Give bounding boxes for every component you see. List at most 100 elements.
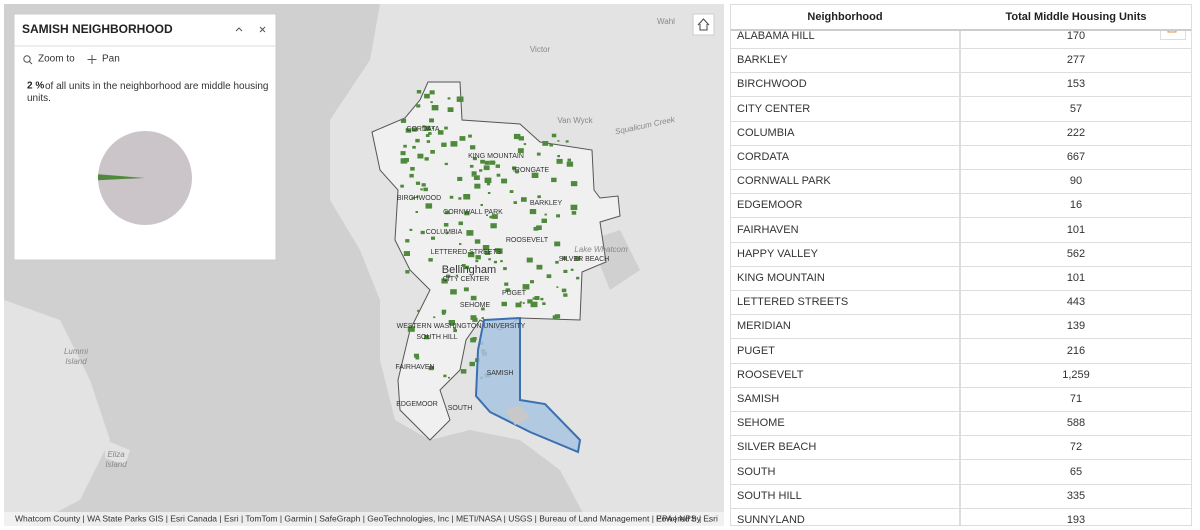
table-row[interactable]: CORDATA 667 [731,145,1191,170]
housing-dot [501,178,508,184]
table-row[interactable]: COLUMBIA 222 [731,120,1191,146]
units-cell: 193 [1066,514,1086,526]
map-label: PUGET [502,290,527,297]
housing-dot [425,134,430,137]
housing-dot [482,245,490,251]
housing-dot [531,172,539,178]
table-row[interactable]: SILVER BEACH 72 [731,435,1191,461]
housing-dot [423,187,428,192]
housing-dot [557,140,560,142]
attribution: Whatcom County | WA State Parks GIS | Es… [15,513,711,523]
column-header[interactable]: Neighborhood [807,11,883,23]
table-row[interactable]: FAIRHAVEN 101 [731,217,1191,243]
housing-dot [403,251,410,256]
pan-icon [87,55,97,64]
table-row[interactable]: EDGEMOOR 16 [731,193,1191,219]
housing-dot [484,160,490,165]
housing-dot [403,144,407,148]
column-divider [959,483,961,508]
housing-dot [431,236,435,240]
collapse-button[interactable] [235,27,243,32]
housing-dot [484,177,492,183]
housing-dot [540,297,544,301]
table-row[interactable]: ALABAMA HILL 170 [731,24,1191,49]
column-divider [959,266,961,290]
column-header[interactable]: Total Middle Housing Units [1005,11,1147,23]
housing-dot [433,316,436,319]
housing-dot [481,317,484,319]
table-row[interactable]: LETTERED STREETS 443 [731,290,1191,316]
housing-dot [517,148,524,153]
column-divider [959,435,961,460]
housing-dot [459,136,466,141]
table-row[interactable]: HAPPY VALLEY 562 [731,241,1191,267]
housing-dot [409,228,413,231]
housing-dot [503,267,507,271]
map-label: Victor [530,45,551,54]
housing-dot [445,162,448,166]
table-row[interactable]: ROOSEVELT 1,259 [731,362,1191,388]
column-divider [959,338,961,363]
housing-dot [566,161,574,167]
close-button[interactable] [259,26,266,33]
housing-dot [530,280,534,284]
neighborhood-cell: FAIRHAVEN [737,223,799,236]
map: CORDATA KING MOUNTAIN IRONGATE BIRCHWOODCOR… [4,4,724,526]
housing-dot [447,107,454,112]
housing-dot [481,307,485,311]
table-row[interactable]: BARKLEY 277 [731,48,1191,74]
pie-label: 2 % [27,81,44,92]
housing-dot [410,167,415,171]
zoom-to[interactable]: Zoom to [38,54,75,65]
home-button[interactable] [692,13,715,36]
powered-by: Powered by Esri [656,513,718,523]
units-cell: 1,259 [1062,368,1090,381]
map-label: SAMISH [487,370,514,377]
housing-dot [415,356,420,360]
selected-neighborhood [474,316,582,454]
table-row[interactable]: SOUTH 65 [731,459,1191,485]
housing-dot [556,214,560,218]
popup: SAMISH NEIGHBORHOOD Zoom to Pan 2 % of a… [13,13,277,261]
housing-dot [459,98,462,101]
neighborhood-cell: MERIDIAN [737,320,791,333]
table-row[interactable]: PUGET 216 [731,338,1191,364]
housing-dot [420,230,425,235]
housing-dot [460,369,467,374]
housing-dot [556,286,559,288]
units-cell: 170 [1066,30,1086,42]
table-row[interactable]: CORNWALL PARK 90 [731,169,1191,195]
housing-dot [480,159,485,164]
housing-dot [455,274,459,277]
table-row[interactable]: KING MOUNTAIN 101 [731,266,1191,291]
housing-dot [444,126,448,130]
housing-dot [522,284,530,290]
table-row[interactable]: SEHOME 588 [731,411,1191,437]
column-divider [959,24,961,48]
housing-dot [428,366,434,371]
column-divider [959,72,961,97]
table-row[interactable]: SUNNYLAND 193 [731,508,1191,526]
housing-dot [576,276,580,280]
table-row[interactable]: SAMISH 71 [731,387,1191,412]
housing-dot [467,252,475,258]
units-cell: 16 [1069,199,1083,212]
housing-dot [411,196,415,200]
housing-dot [441,278,448,284]
table-row[interactable]: SOUTH HILL 335 [731,483,1191,509]
units-cell: 72 [1069,441,1083,454]
table-row[interactable]: BIRCHWOOD 153 [731,72,1191,98]
housing-dot [463,287,469,292]
housing-dot [425,203,433,209]
table-row[interactable]: MERIDIAN 139 [731,314,1191,340]
housing-dot [445,210,450,215]
housing-dot [536,152,541,156]
neighborhood-cell: HAPPY VALLEY [737,247,818,260]
housing-dot [461,264,466,267]
pan[interactable]: Pan [102,54,120,65]
housing-dot [526,257,533,263]
housing-dot [536,264,543,270]
column-divider [959,459,961,484]
map-label: Van Wyck [557,116,593,125]
table-row[interactable]: CITY CENTER 57 [731,96,1191,122]
